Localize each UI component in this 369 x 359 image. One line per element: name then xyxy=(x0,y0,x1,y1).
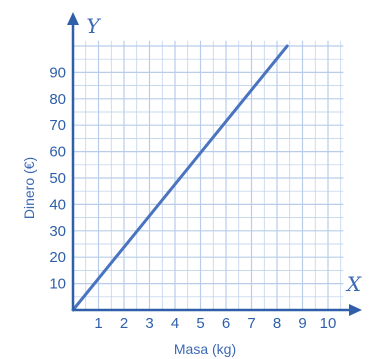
y-axis-symbol: Y xyxy=(86,14,101,38)
x-tick-label: 6 xyxy=(222,315,230,332)
axes xyxy=(67,12,362,316)
x-tick-label: 9 xyxy=(298,315,306,332)
y-tick-label: 70 xyxy=(49,117,66,134)
y-tick-label: 30 xyxy=(49,223,66,240)
x-axis-arrow xyxy=(349,304,362,316)
series-line xyxy=(71,44,289,312)
x-tick-label: 10 xyxy=(320,315,337,332)
x-tick-label: 7 xyxy=(247,315,255,332)
y-axis-arrow xyxy=(67,12,79,25)
x-axis-symbol: X xyxy=(345,272,362,296)
series-layer xyxy=(71,44,289,312)
x-tick-label: 8 xyxy=(273,315,281,332)
x-tick-label: 3 xyxy=(145,315,153,332)
y-tick-label: 10 xyxy=(49,276,66,293)
grid xyxy=(73,40,344,310)
y-axis-label: Dinero (€) xyxy=(21,157,37,219)
y-tick-label: 60 xyxy=(49,144,66,161)
x-tick-label: 4 xyxy=(171,315,179,332)
y-tick-label: 20 xyxy=(49,249,66,266)
y-tick-label: 40 xyxy=(49,196,66,213)
y-tick-label: 50 xyxy=(49,170,66,187)
x-tick-label: 1 xyxy=(94,315,102,332)
x-axis-label: Masa (kg) xyxy=(174,341,236,357)
x-tick-label: 5 xyxy=(196,315,204,332)
y-tick-label: 90 xyxy=(49,64,66,81)
x-tick-label: 2 xyxy=(120,315,128,332)
y-tick-label: 80 xyxy=(49,91,66,108)
y-tick-labels: 10 20 30 40 50 60 70 80 90 xyxy=(49,64,66,292)
x-tick-labels: 1 2 3 4 5 6 7 8 9 10 xyxy=(94,315,336,332)
